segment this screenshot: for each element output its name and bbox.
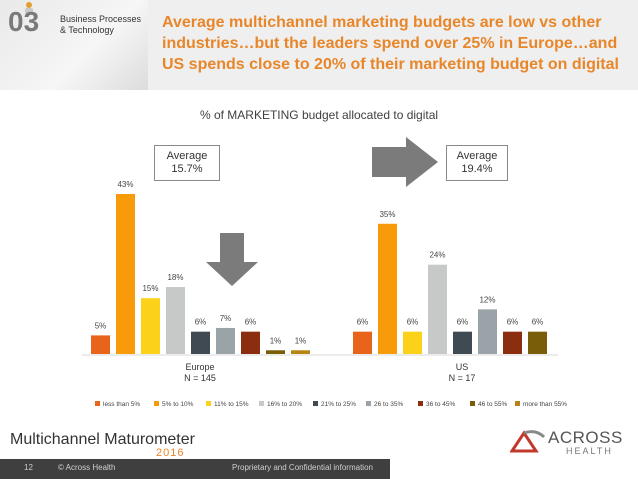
legend-swatch-5: [366, 401, 371, 406]
title-line-2: industries…but the leaders spend over 25…: [162, 35, 618, 52]
bar-us-2: [403, 331, 422, 354]
legend-swatch-8: [515, 401, 520, 406]
bar-label-europe-7: 1%: [270, 336, 282, 345]
legend-label-2: 11% to 15%: [214, 401, 249, 408]
bar-us-6: [503, 331, 522, 354]
bar-label-us-4: 6%: [457, 318, 469, 327]
legend-label-4: 21% to 25%: [321, 401, 356, 408]
bar-label-us-3: 24%: [429, 251, 445, 260]
chart-title: % of MARKETING budget allocated to digit…: [199, 108, 439, 122]
title-line-1: Average multichannel marketing budgets a…: [162, 14, 602, 31]
bar-label-europe-1: 43%: [117, 180, 133, 189]
copyright: © Across Health: [58, 463, 116, 472]
bar-label-europe-3: 18%: [167, 273, 183, 282]
legend-label-3: 16% to 20%: [267, 401, 302, 408]
bar-label-us-1: 35%: [379, 210, 395, 219]
us-average-label: Average: [456, 150, 498, 162]
legend-label-1: 5% to 10%: [162, 401, 194, 408]
bar-us-4: [453, 331, 472, 354]
legend-label-6: 36 to 45%: [426, 401, 455, 408]
title-bar: [148, 0, 638, 90]
group-label-us: US: [456, 362, 469, 372]
section-label: Business Processes & Technology: [60, 14, 145, 36]
bar-us-1: [378, 223, 397, 354]
logo-text: ACROSS: [548, 428, 623, 447]
legend-label-0: less than 5%: [103, 401, 140, 408]
header: 03 Business Processes & Technology Avera…: [0, 0, 638, 90]
title-line-3: US spends close to 20% of their marketin…: [162, 56, 619, 73]
bar-europe-3: [166, 287, 185, 354]
legend-swatch-1: [154, 401, 159, 406]
bar-chart: 5% 43% 15% 18% 6% 7% 6% 1% 1% 6% 35% 6% 24% 6% 12% 6% 6%…: [82, 137, 567, 408]
bar-label-europe-8: 1%: [295, 336, 307, 345]
across-health-logo: [510, 430, 546, 453]
us-average-box: Average 19.4%: [446, 145, 508, 181]
bar-label-europe-6: 6%: [245, 318, 257, 327]
us-average-value: 19.4%: [461, 163, 493, 175]
bar-us-3: [428, 264, 447, 354]
bar-label-us-7: 6%: [532, 318, 544, 327]
footer-year: 2016: [156, 447, 185, 459]
bar-europe-0: [91, 335, 110, 354]
legend-label-5: 26 to 35%: [374, 401, 403, 408]
europe-average-value: 15.7%: [171, 163, 203, 175]
group-n-europe: N = 145: [184, 373, 216, 383]
legend-swatch-3: [259, 401, 264, 406]
section-label-line1: Business Processes: [60, 14, 142, 24]
bar-label-europe-4: 6%: [195, 318, 207, 327]
legend-label-7: 46 to 55%: [478, 401, 507, 408]
europe-average-box: Average 15.7%: [154, 145, 220, 181]
page-number: 12: [24, 463, 33, 472]
group-label-europe: Europe: [185, 362, 214, 372]
section-box: 03 Business Processes & Technology: [0, 0, 148, 90]
bar-label-europe-0: 5%: [95, 321, 107, 330]
group-n-us: N = 17: [449, 373, 476, 383]
legend-swatch-0: [95, 401, 100, 406]
footer-brand: Multichannel Maturometer: [10, 431, 195, 448]
bar-europe-8: [291, 350, 310, 354]
legend-swatch-4: [313, 401, 318, 406]
page-title: Average multichannel marketing budgets a…: [162, 12, 632, 75]
confidential-notice: Proprietary and Confidential information: [232, 463, 373, 472]
bar-label-europe-5: 7%: [220, 314, 232, 323]
footer-bar: 12 © Across Health Proprietary and Confi…: [0, 459, 390, 479]
bar-label-us-2: 6%: [407, 318, 419, 327]
bar-us-0: [353, 331, 372, 354]
bar-label-europe-2: 15%: [142, 284, 158, 293]
footer-right-space: [390, 459, 638, 479]
bar-europe-4: [191, 331, 210, 354]
logo-subtext: HEALTH: [566, 446, 613, 456]
europe-average-label: Average: [166, 150, 208, 162]
legend-label-8: more than 55%: [523, 401, 567, 408]
bar-us-7: [528, 331, 547, 354]
legend-swatch-7: [470, 401, 475, 406]
bar-label-us-5: 12%: [479, 295, 495, 304]
section-number: 03: [8, 6, 40, 37]
bar-europe-7: [266, 350, 285, 354]
legend-swatch-6: [418, 401, 423, 406]
figure-icon: [25, 2, 33, 14]
bar-europe-5: [216, 327, 235, 354]
bar-europe-6: [241, 331, 260, 354]
legend-swatch-2: [206, 401, 211, 406]
section-label-line2: & Technology: [60, 25, 114, 35]
bar-label-us-0: 6%: [357, 318, 369, 327]
bar-europe-2: [141, 298, 160, 354]
right-arrow-icon: [372, 137, 438, 187]
bar-europe-1: [116, 194, 135, 354]
bar-us-5: [478, 309, 497, 354]
bar-label-us-6: 6%: [507, 318, 519, 327]
down-arrow-icon: [206, 233, 258, 286]
